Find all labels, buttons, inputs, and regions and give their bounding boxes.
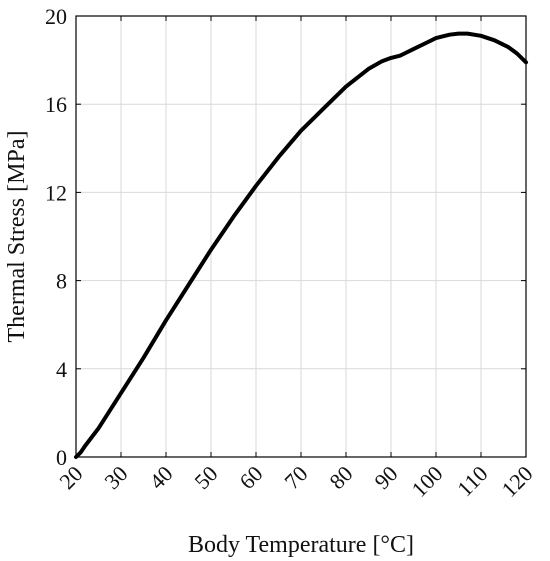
series-line	[74, 31, 528, 459]
x-tick-label: 80	[324, 461, 357, 494]
x-axis-title: Body Temperature [°C]	[188, 532, 414, 558]
x-tick-label: 60	[234, 461, 267, 494]
y-axis-title: Thermal Stress [MPa]	[4, 131, 30, 343]
x-tick-label: 120	[497, 461, 538, 502]
x-tick-label: 110	[452, 461, 492, 501]
x-tick-label: 40	[144, 461, 177, 494]
x-tick-label: 100	[407, 461, 448, 502]
y-tick-label: 20	[45, 4, 67, 29]
x-tick-label: 30	[99, 461, 132, 494]
y-tick-label: 12	[45, 180, 67, 205]
series-layer	[74, 31, 528, 459]
grid	[75, 15, 527, 458]
y-tick-label: 0	[56, 445, 67, 470]
y-tick-label: 4	[56, 357, 67, 382]
y-tick-label: 16	[45, 92, 67, 117]
y-tick-label: 8	[56, 269, 67, 294]
axis-ticks	[75, 15, 527, 458]
x-tick-label: 50	[189, 461, 222, 494]
x-tick-label: 90	[369, 461, 402, 494]
x-tick-label: 70	[279, 461, 312, 494]
